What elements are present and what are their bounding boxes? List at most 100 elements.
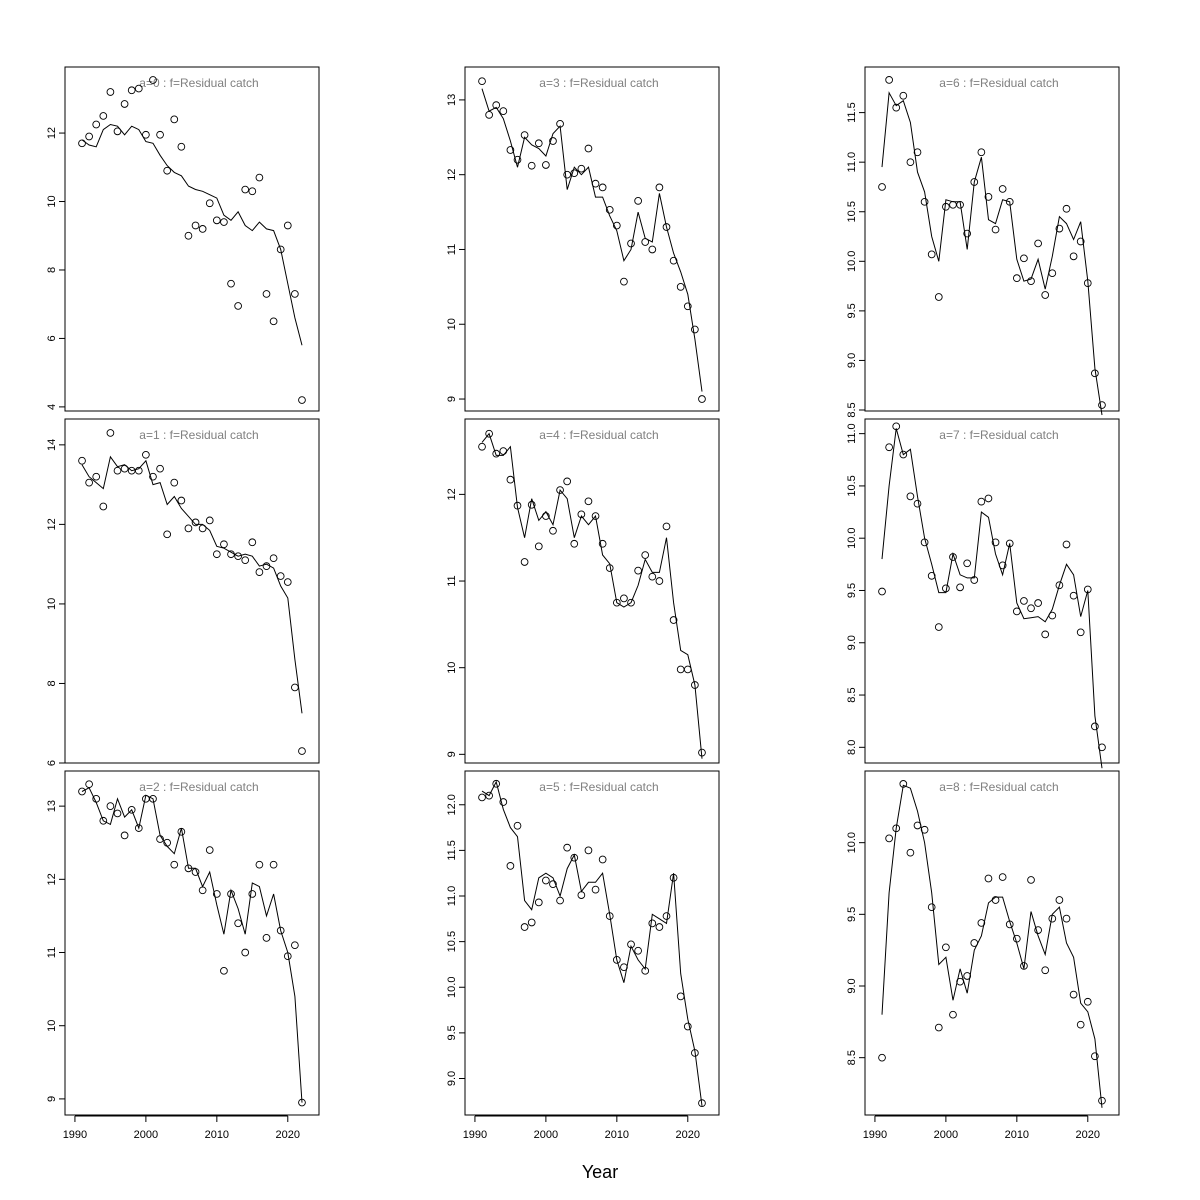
- data-point: [1005, 539, 1014, 548]
- y-tick-label: 10.0: [846, 251, 858, 272]
- panel-a2: 9 10 11 12 13 1990 2000 2010 2020 a=2 : f=Residua…: [46, 770, 320, 1141]
- data-point: [984, 494, 993, 503]
- data-point: [499, 447, 508, 455]
- data-point: [612, 221, 621, 230]
- data-point: [1098, 401, 1106, 409]
- data-point: [892, 824, 901, 833]
- data-point: [191, 221, 200, 230]
- data-point: [78, 456, 86, 465]
- data-point: [1041, 291, 1050, 299]
- data-point: [920, 538, 929, 547]
- data-point: [1027, 277, 1035, 285]
- data-point: [106, 429, 115, 437]
- data-point: [1069, 990, 1078, 999]
- y-tick-label: 8: [46, 267, 58, 273]
- panel-a1: 6 8 10 12 14 a=1 : f=Residual catch: [46, 418, 320, 766]
- fitted-line: [81, 455, 303, 714]
- data-point: [291, 941, 299, 950]
- y-tick-label: 11: [446, 575, 458, 586]
- data-point: [648, 919, 657, 928]
- data-point: [899, 450, 908, 459]
- data-point: [662, 522, 671, 531]
- data-point: [698, 1099, 706, 1107]
- data-point: [683, 302, 692, 311]
- data-point: [506, 862, 515, 870]
- data-point: [1027, 876, 1035, 884]
- data-point: [113, 466, 122, 475]
- x-tick-label: 1990: [463, 1129, 487, 1141]
- data-point: [591, 885, 600, 894]
- data-point: [577, 510, 586, 519]
- data-point: [276, 926, 285, 935]
- data-point: [542, 161, 550, 169]
- data-point: [683, 1022, 692, 1031]
- data-point: [212, 890, 221, 898]
- y-tick-label: 12: [46, 873, 58, 885]
- data-point: [212, 550, 221, 559]
- data-point: [527, 161, 536, 170]
- data-point: [942, 943, 950, 952]
- data-point: [113, 127, 122, 136]
- y-tick-label: 14: [46, 439, 58, 451]
- data-point: [262, 562, 271, 570]
- data-point: [627, 598, 635, 607]
- data-point: [234, 302, 242, 310]
- data-point: [177, 827, 186, 836]
- data-point: [563, 477, 572, 486]
- panel-title: a=0 : f=Residual catch: [139, 76, 258, 90]
- y-tick-label: 9.0: [846, 635, 858, 650]
- data-point: [163, 838, 172, 847]
- data-point: [906, 848, 915, 857]
- y-tick-label: 10: [446, 318, 458, 330]
- data-point: [149, 472, 157, 481]
- data-point: [892, 103, 901, 112]
- data-point: [198, 524, 207, 533]
- data-point: [1012, 607, 1021, 616]
- panel-title: a=1 : f=Residual catch: [139, 428, 258, 442]
- data-point: [1091, 722, 1099, 731]
- data-point: [241, 556, 250, 565]
- y-tick-label: 11.5: [846, 102, 858, 123]
- data-point: [170, 478, 179, 487]
- data-point: [1062, 204, 1071, 213]
- data-point: [970, 939, 979, 947]
- data-point: [591, 179, 600, 188]
- data-point: [570, 169, 579, 178]
- data-point: [520, 923, 529, 931]
- data-point: [605, 205, 614, 214]
- panel-title: a=4 : f=Residual catch: [539, 428, 658, 442]
- data-point: [255, 860, 264, 869]
- data-point: [499, 798, 508, 806]
- data-point: [220, 540, 228, 549]
- data-point: [184, 524, 193, 533]
- data-point: [627, 940, 635, 949]
- data-point: [1062, 540, 1071, 549]
- y-tick-label: 9.0: [846, 978, 858, 993]
- data-point: [977, 919, 986, 927]
- data-point: [205, 846, 214, 854]
- data-point: [556, 119, 564, 128]
- data-point: [563, 170, 572, 179]
- y-tick-label: 13: [446, 94, 458, 106]
- y-tick-label: 9: [46, 1096, 58, 1102]
- data-point: [1048, 914, 1057, 923]
- y-tick-label: 8.5: [846, 1050, 858, 1065]
- panel-a5: 9.0 9.5 10.0 10.5 11.0 11.5 12.0 1990 2000 2010 20…: [446, 770, 720, 1141]
- data-point: [691, 681, 699, 689]
- data-point: [99, 502, 108, 511]
- data-point: [291, 683, 299, 692]
- data-point: [1034, 926, 1042, 934]
- data-point: [492, 779, 501, 788]
- data-point: [99, 112, 108, 120]
- data-point: [106, 802, 115, 810]
- y-tick-label: 10.0: [846, 527, 858, 548]
- data-point: [283, 221, 292, 230]
- y-tick-label: 11.0: [846, 423, 858, 444]
- data-point: [991, 896, 1000, 904]
- fitted-line: [881, 428, 1103, 769]
- data-point: [648, 245, 657, 254]
- data-point: [963, 972, 972, 980]
- data-point: [655, 577, 664, 585]
- data-point: [956, 583, 964, 592]
